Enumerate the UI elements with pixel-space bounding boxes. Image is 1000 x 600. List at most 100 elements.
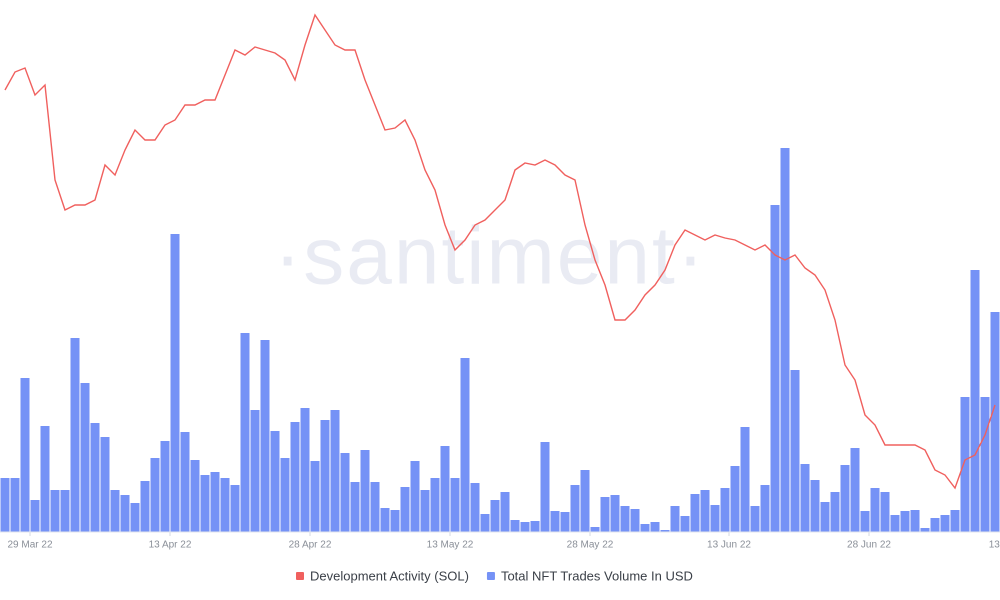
bar	[170, 234, 180, 532]
bar	[630, 509, 640, 532]
bar	[880, 492, 890, 532]
bar	[350, 482, 360, 532]
bar	[780, 148, 790, 532]
bar	[450, 478, 460, 532]
legend-swatch	[296, 572, 304, 580]
bar	[970, 270, 980, 532]
bar	[550, 511, 560, 532]
bar	[370, 482, 380, 532]
bar	[90, 423, 100, 532]
x-axis: 29 Mar 22 13 Apr 22 28 Apr 22 13 May 22 28 M…	[0, 531, 1000, 551]
bar	[890, 515, 900, 532]
bar	[300, 408, 310, 532]
bar	[920, 528, 930, 532]
bar	[670, 506, 680, 532]
bar	[990, 312, 1000, 532]
x-tick-label: 28 Apr 22	[289, 540, 332, 551]
bar	[530, 521, 540, 532]
x-tick-label: 29 Mar 22	[7, 540, 52, 551]
bar	[960, 397, 970, 532]
bar	[190, 460, 200, 532]
legend-swatch	[486, 572, 495, 580]
bar	[580, 470, 590, 532]
bar	[180, 432, 190, 532]
bar	[70, 338, 80, 532]
x-tick-label: 13 May 22	[427, 540, 474, 551]
bar	[360, 450, 370, 532]
bar	[230, 485, 240, 532]
bar	[200, 475, 210, 532]
bar	[320, 420, 330, 532]
bar	[720, 488, 730, 532]
bar	[910, 510, 920, 532]
watermark: ·santiment·	[274, 211, 706, 302]
bar	[150, 458, 160, 532]
bar	[620, 506, 630, 532]
bar	[50, 490, 60, 532]
bar	[60, 490, 70, 532]
bar	[640, 524, 650, 532]
bar	[330, 410, 340, 532]
bar	[420, 490, 430, 532]
x-tick-label: 13 Apr 22	[149, 540, 192, 551]
bar	[700, 490, 710, 532]
bar	[380, 508, 390, 532]
bar	[310, 461, 320, 532]
line	[4, 13, 996, 490]
legend-label: Total NFT Trades Volume In USD	[501, 568, 693, 583]
bar	[400, 487, 410, 532]
bar	[710, 505, 720, 532]
bar	[560, 512, 570, 532]
bar	[100, 437, 110, 532]
bar	[10, 478, 20, 532]
bar	[600, 497, 610, 532]
bar	[80, 383, 90, 532]
bar	[270, 431, 280, 532]
bar	[430, 478, 440, 532]
bar	[30, 500, 40, 532]
bar	[240, 333, 250, 532]
bar	[280, 458, 290, 532]
bar	[690, 494, 700, 532]
bar	[950, 510, 960, 532]
bar	[740, 427, 750, 532]
bar	[760, 485, 770, 532]
bar	[460, 358, 470, 532]
bar	[940, 515, 950, 532]
bar	[570, 485, 580, 532]
bar	[470, 483, 480, 532]
bar	[540, 442, 550, 532]
bar	[790, 370, 800, 532]
bar	[490, 500, 500, 532]
x-tick-label: 28 Jun 22	[847, 540, 891, 551]
bar	[840, 465, 850, 532]
bar	[800, 464, 810, 532]
bar	[480, 514, 490, 532]
bar	[610, 495, 620, 532]
bar	[0, 478, 10, 532]
bar	[650, 522, 660, 532]
bar	[210, 472, 220, 532]
bar	[40, 426, 50, 532]
bar	[820, 502, 830, 532]
bar	[250, 410, 260, 532]
bar	[130, 503, 140, 532]
bar	[160, 441, 170, 532]
bar	[830, 492, 840, 532]
bar	[660, 530, 670, 532]
bar	[290, 422, 300, 532]
bar	[810, 480, 820, 532]
lines	[4, 13, 996, 490]
bar	[390, 510, 400, 532]
bar	[220, 478, 230, 532]
legend: Development Activity (SOL) Total NFT Trad…	[296, 568, 693, 583]
bar	[750, 506, 760, 532]
bar	[20, 378, 30, 532]
x-tick-label: 13 Jul 22	[989, 540, 1000, 551]
bar	[140, 481, 150, 532]
x-tick-label: 13 Jun 22	[707, 540, 751, 551]
bar	[900, 511, 910, 532]
bar	[590, 527, 600, 532]
bar	[870, 488, 880, 532]
